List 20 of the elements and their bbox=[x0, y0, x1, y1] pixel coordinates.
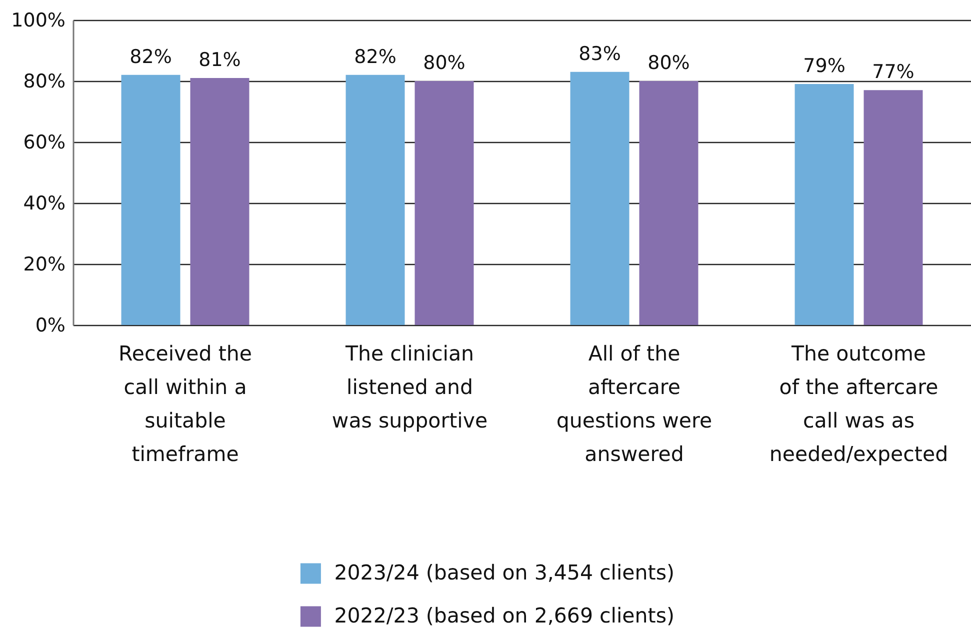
data-label: 83% bbox=[578, 42, 621, 65]
y-tick-label: 20% bbox=[23, 254, 66, 276]
data-label: 77% bbox=[872, 61, 914, 84]
legend-label: 2022/23 (based on 2,669 clients) bbox=[334, 604, 675, 628]
data-label: 79% bbox=[803, 55, 846, 78]
data-label: 80% bbox=[423, 52, 466, 74]
y-tick-label: 100% bbox=[11, 10, 66, 32]
data-label: 81% bbox=[198, 48, 241, 71]
y-tick-label: 0% bbox=[35, 314, 66, 336]
x-tick-label: All of the aftercare questions were answered bbox=[556, 342, 712, 466]
data-label: 82% bbox=[354, 46, 396, 68]
data-label: 80% bbox=[648, 52, 690, 74]
data-label: 82% bbox=[130, 46, 172, 68]
legend-label: 2023/24 (based on 3,454 clients) bbox=[334, 560, 675, 584]
x-tick-label: Received the call within a suitable timeframe bbox=[118, 342, 252, 466]
y-tick-label: 40% bbox=[23, 192, 66, 214]
y-tick-label: 80% bbox=[23, 70, 66, 92]
y-tick-label: 60% bbox=[23, 132, 66, 154]
x-tick-label: The outcome of the aftercare call was as needed/expected bbox=[769, 342, 948, 466]
x-tick-label: The clinician listened and was supportive bbox=[332, 342, 488, 432]
